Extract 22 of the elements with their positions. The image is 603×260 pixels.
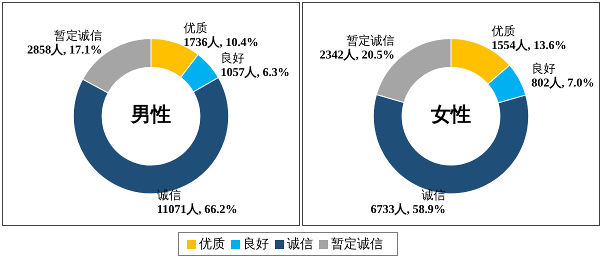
slice-label: 优质 — [183, 21, 208, 36]
slice-label: 诚信 — [157, 188, 182, 202]
legend-label: 诚信 — [286, 236, 313, 253]
slice-label: 诚信 — [422, 188, 446, 202]
data-label: 1736人, 10.4% — [183, 35, 258, 50]
data-label: 1057人, 6.3% — [220, 65, 290, 80]
slice-label: 暂定诚信 — [54, 28, 102, 43]
text: 女性 — [430, 102, 471, 126]
data-label: 2858人, 17.1% — [27, 42, 102, 57]
legend-label: 良好 — [242, 236, 269, 253]
legend-label: 暂定诚信 — [330, 236, 383, 253]
data-label: 2342人, 20.5% — [320, 48, 395, 62]
data-label: 1554人, 13.6% — [492, 38, 566, 52]
slice-label: 良好 — [531, 61, 556, 76]
slice-label: 良好 — [220, 51, 245, 66]
slice-label: 优质 — [492, 24, 516, 38]
data-label: 11071人, 66.2% — [157, 202, 238, 216]
legend-label: 优质 — [198, 236, 225, 253]
slice-label: 暂定诚信 — [346, 34, 395, 48]
data-label: 802人, 7.0% — [531, 75, 594, 90]
text: 男性 — [130, 102, 171, 126]
data-label: 6733人, 58.9% — [370, 202, 446, 216]
